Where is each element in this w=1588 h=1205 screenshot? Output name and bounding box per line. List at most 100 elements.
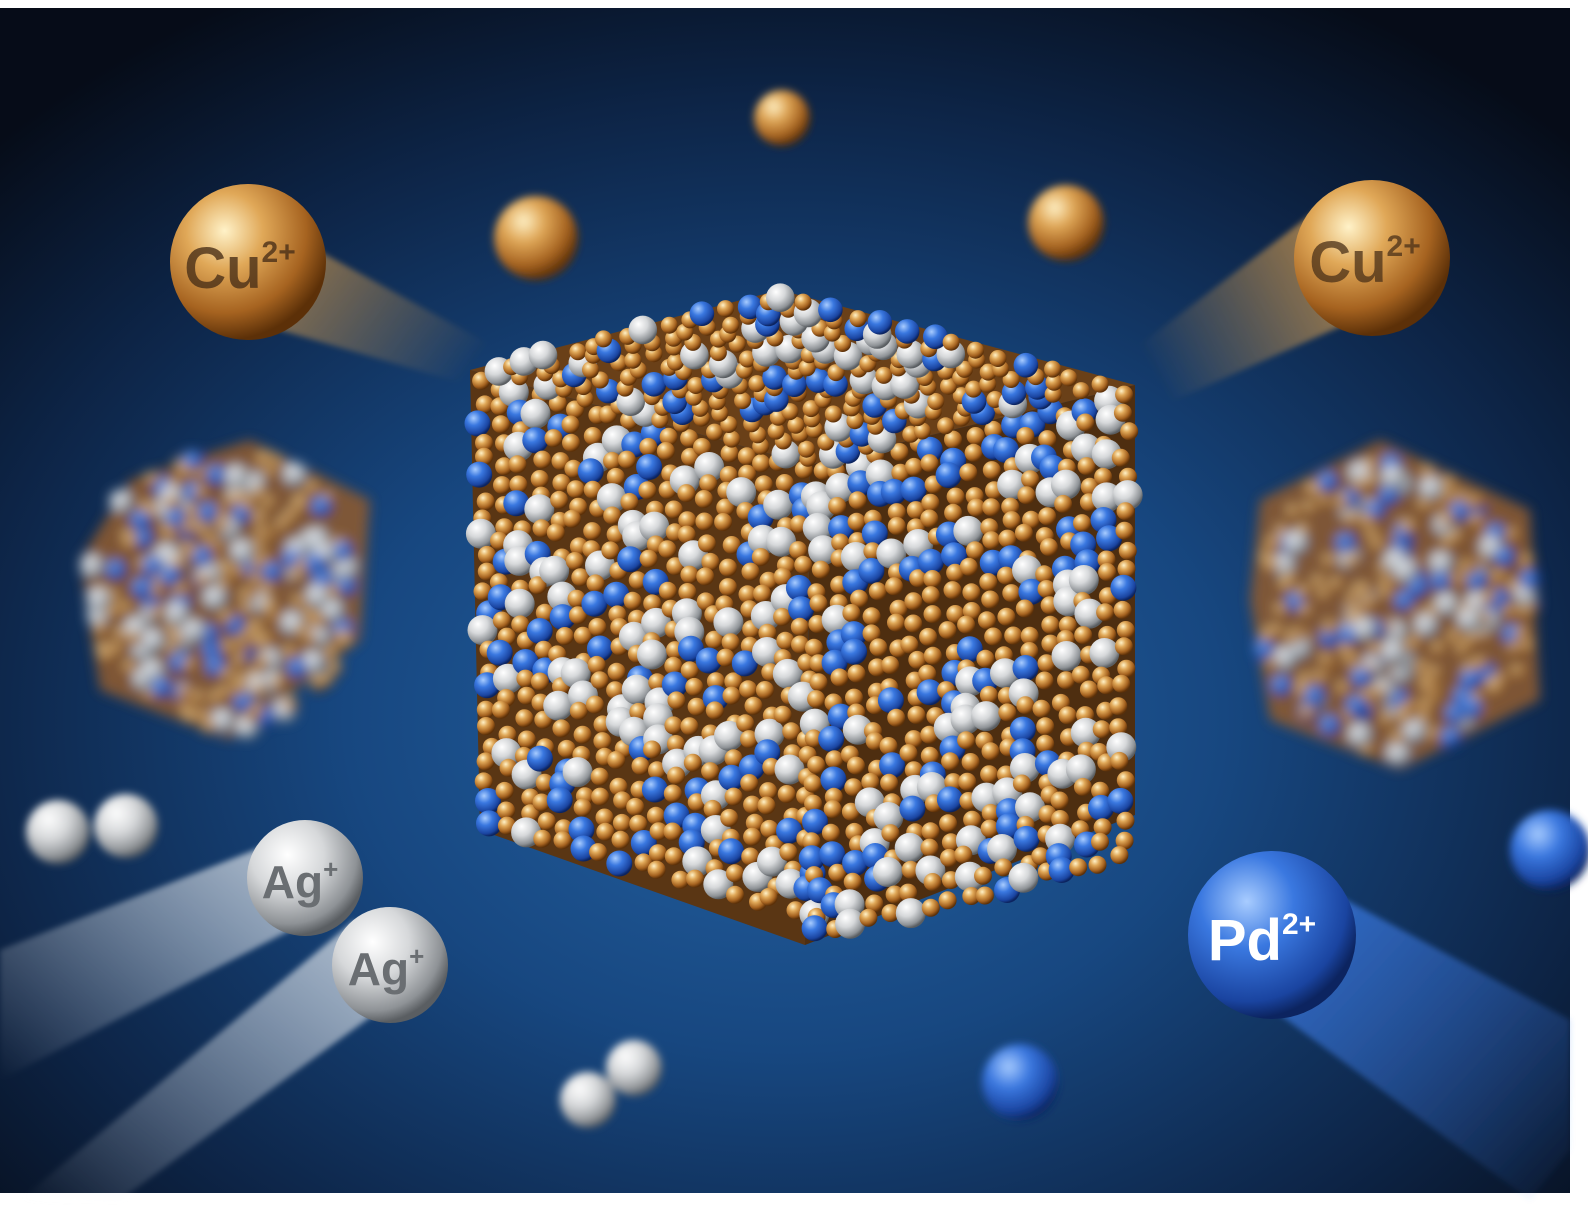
cube-atom: [694, 490, 713, 508]
cube-atom: [830, 668, 849, 687]
cube-atom: [1115, 521, 1134, 540]
blurred-atom: [283, 696, 298, 711]
cube-atom: [588, 618, 607, 636]
cube-atom: [844, 778, 863, 797]
blurred-atom: [1352, 617, 1377, 642]
cube-atom: [677, 525, 696, 544]
blurred-atom: [250, 620, 265, 635]
blurred-atom: [292, 499, 307, 514]
cube-atom: [965, 541, 984, 560]
cube-atom: [724, 749, 743, 768]
blurred-atom: [309, 614, 325, 629]
cube-atom: [776, 631, 795, 650]
cube-atom: [841, 802, 860, 821]
blurred-atom: [305, 481, 320, 496]
cube-atom: [976, 649, 995, 668]
cube-atom: [865, 894, 884, 913]
cube-atom: [706, 672, 725, 691]
blurred-atom: [1467, 570, 1488, 592]
cube-atom: [562, 757, 593, 788]
cube-atom: [738, 585, 757, 604]
blurred-atom: [151, 677, 172, 699]
blurred-atom: [193, 467, 208, 482]
cube-atom: [697, 534, 716, 553]
cube-atom: [664, 500, 683, 519]
blurred-atom: [1440, 487, 1455, 502]
cube-atom: [953, 515, 984, 546]
cube-atom: [475, 395, 494, 414]
cube-atom: [773, 705, 792, 724]
blurred-atom: [260, 581, 275, 597]
cube-atom: [1060, 369, 1078, 387]
blurred-atom: [127, 631, 142, 646]
blurred-atom: [256, 635, 271, 650]
cube-atom: [601, 541, 620, 560]
blurred-atom: [1419, 476, 1444, 501]
blurred-atom: [236, 631, 251, 646]
cube-atom: [1004, 626, 1023, 645]
cube-atom: [811, 560, 830, 579]
ion-cu-right: Cu2+: [1294, 180, 1450, 336]
cube-atom: [1014, 523, 1033, 542]
cube-atom: [1113, 600, 1132, 619]
cube-atom: [762, 365, 787, 390]
cube-atom: [920, 725, 939, 744]
cube-atom: [850, 589, 869, 608]
blurred-atom: [1381, 640, 1406, 665]
cube-atom: [552, 719, 571, 738]
cube-atom: [752, 454, 771, 473]
cube-atom: [1041, 615, 1060, 634]
cube-atom: [713, 607, 744, 638]
cube-atom: [887, 613, 905, 632]
cube-atom: [1035, 671, 1054, 690]
cube-atom: [794, 293, 812, 311]
cube-atom: [963, 810, 982, 829]
cube-atom: [511, 615, 530, 634]
cube-atom: [895, 898, 926, 929]
cube-atom: [744, 696, 763, 715]
cube-atom: [687, 697, 706, 716]
blurred-atom: [224, 464, 249, 489]
cube-atom: [695, 647, 722, 674]
cube-atom: [566, 480, 585, 499]
cube-atom: [940, 377, 957, 395]
cube-atom: [497, 801, 516, 820]
cube-atom: [703, 799, 722, 818]
cube-atom: [530, 672, 549, 691]
cube-atom: [935, 462, 962, 489]
cube-atom: [887, 517, 906, 535]
cube-atom: [847, 756, 865, 775]
cube-atom: [477, 545, 496, 564]
cube-atom: [1020, 626, 1039, 645]
cube-atom: [1117, 659, 1136, 678]
blurred-atom: [1319, 653, 1334, 668]
cube-atom: [964, 443, 983, 462]
cube-atom: [492, 611, 511, 630]
cube-atom: [920, 454, 939, 473]
cube-atom: [535, 603, 554, 622]
cube-atom: [1115, 385, 1134, 404]
blurred-ag-ion: [26, 800, 90, 864]
blurred-atom: [1447, 630, 1462, 645]
cube-atom: [571, 568, 590, 587]
cube-atom: [737, 447, 756, 466]
cube-atom: [567, 589, 586, 608]
cube-atom: [820, 766, 847, 793]
cube-atom: [1107, 787, 1134, 814]
blurred-atom: [1434, 592, 1459, 617]
cube-atom: [767, 422, 785, 440]
cube-atom: [766, 283, 795, 313]
blurred-atom: [105, 604, 121, 620]
cube-atom: [680, 661, 699, 680]
blurred-atom: [1357, 582, 1372, 597]
blurred-atom: [1353, 478, 1368, 493]
cube-atom: [631, 756, 650, 775]
cube-atom: [609, 777, 628, 796]
blurred-atom: [1334, 495, 1350, 510]
blurred-atom: [1371, 685, 1386, 700]
cube-atom: [1035, 565, 1054, 584]
cube-atom: [537, 812, 556, 831]
cube-atom: [900, 635, 919, 654]
blurred-atom: [162, 526, 177, 542]
cube-atom: [726, 477, 757, 508]
